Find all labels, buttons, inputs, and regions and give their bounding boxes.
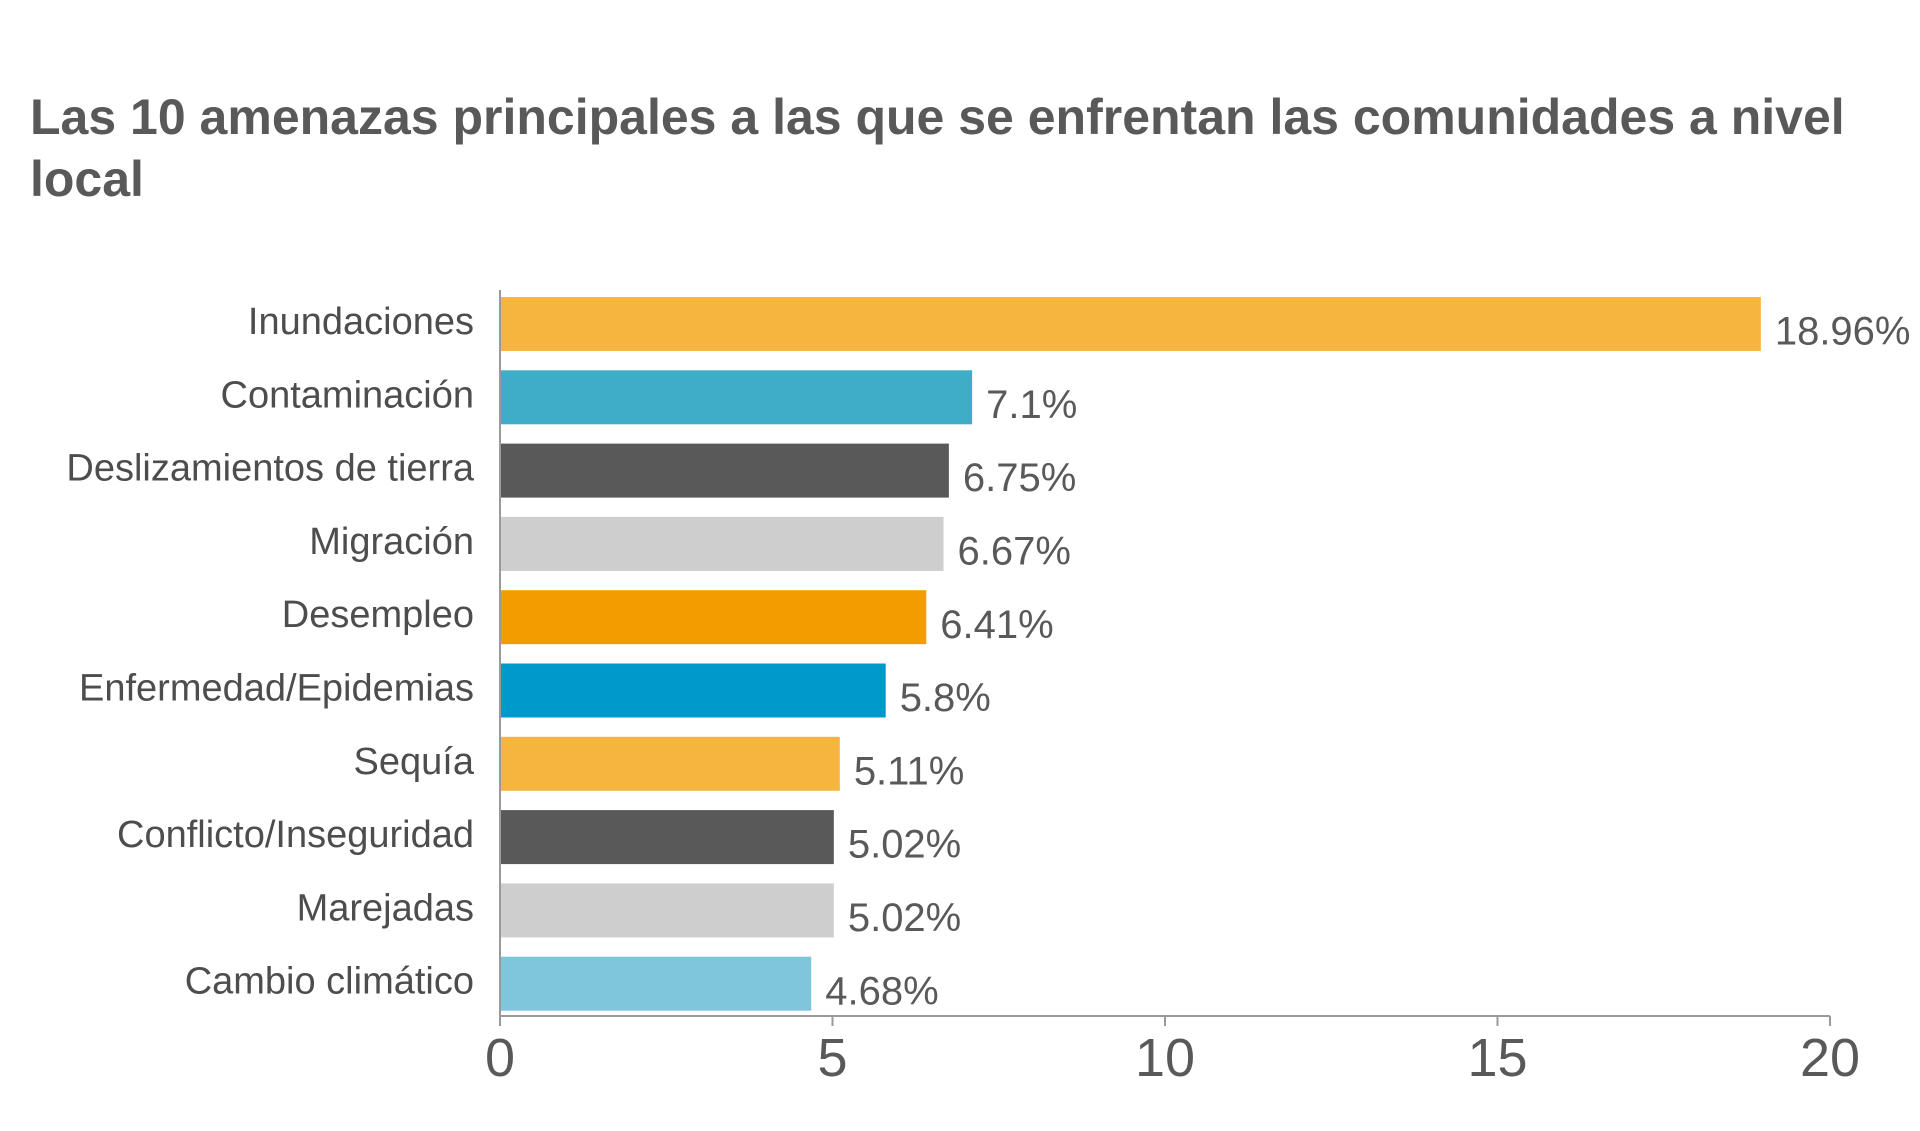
- bars-group: [500, 297, 1761, 1011]
- category-label: Cambio climático: [185, 961, 474, 1003]
- bar-8: [500, 883, 834, 938]
- value-label: 5.02%: [848, 823, 961, 867]
- category-labels-group: Inundaciones Contaminación Deslizamientos …: [66, 301, 474, 1003]
- category-label: Migración: [309, 521, 474, 563]
- bar-6: [500, 736, 840, 791]
- value-label: 5.02%: [848, 896, 961, 940]
- x-tick-label: 0: [485, 1028, 515, 1088]
- category-label: Sequía: [354, 741, 475, 783]
- x-tick-label: 20: [1800, 1028, 1860, 1088]
- chart-title: Las 10 amenazas principales a las que se…: [30, 89, 1845, 207]
- x-tick-label: 5: [817, 1028, 847, 1088]
- bar-7: [500, 810, 834, 865]
- x-axis-ticks: 0 5 10 15 20: [485, 1016, 1860, 1088]
- category-label: Conflicto/Inseguridad: [117, 814, 474, 856]
- x-tick-label: 15: [1467, 1028, 1527, 1088]
- value-label: 6.41%: [940, 603, 1053, 647]
- value-label: 5.8%: [900, 676, 991, 720]
- category-label: Enfermedad/Epidemias: [79, 668, 474, 710]
- bar-3: [500, 516, 944, 571]
- bar-4: [500, 590, 927, 645]
- value-label: 4.68%: [825, 969, 938, 1013]
- category-label: Inundaciones: [248, 301, 474, 343]
- value-label: 6.75%: [963, 456, 1076, 500]
- value-label: 18.96%: [1775, 310, 1911, 354]
- bar-9: [500, 956, 812, 1011]
- category-label: Deslizamientos de tierra: [66, 448, 474, 490]
- bar-2: [500, 443, 949, 498]
- value-label: 6.67%: [958, 529, 1071, 573]
- category-label: Marejadas: [297, 887, 474, 929]
- bar-1: [500, 370, 973, 425]
- x-tick-label: 10: [1135, 1028, 1195, 1088]
- value-label: 5.11%: [854, 749, 964, 793]
- bar-5: [500, 663, 886, 718]
- category-label: Contaminación: [221, 374, 474, 416]
- category-label: Desempleo: [282, 594, 474, 636]
- value-labels-group: 18.96% 7.1% 6.75% 6.67% 6.41% 5.8% 5.11% 5.02% 5…: [825, 310, 1910, 1014]
- bar-0: [500, 297, 1761, 351]
- value-label: 7.1%: [986, 383, 1077, 427]
